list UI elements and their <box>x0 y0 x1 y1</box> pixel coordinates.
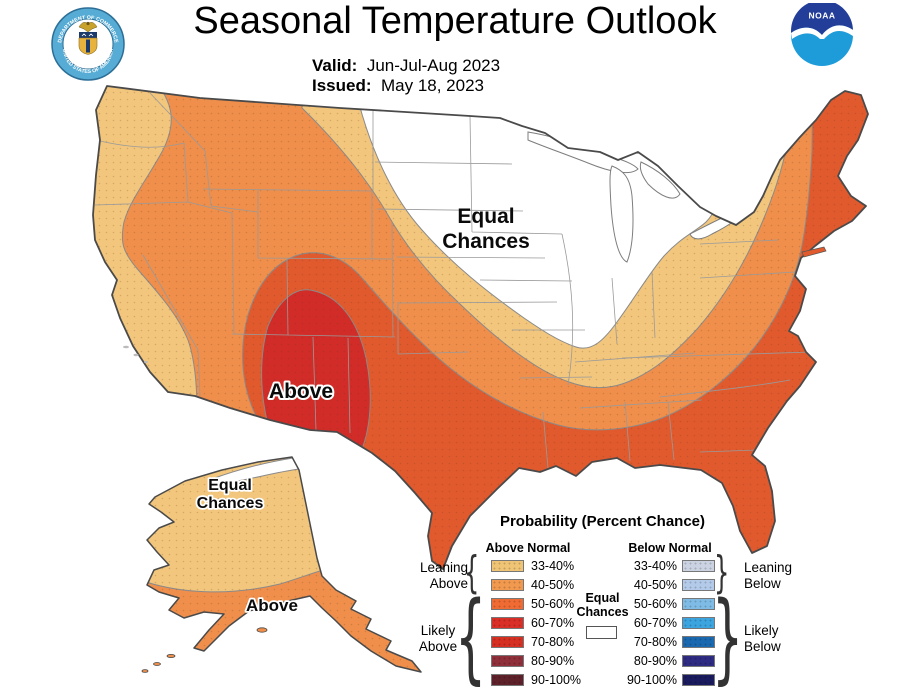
shield-icon <box>78 32 98 55</box>
seagull-icon <box>791 25 853 39</box>
dept-of-commerce-seal-icon: DEPARTMENT OF COMMERCE UNITED STATES OF … <box>51 7 125 81</box>
channel-islands <box>123 345 148 363</box>
map-label-equal-chances-line1: Equal <box>457 205 514 228</box>
eagle-icon <box>78 21 98 33</box>
alaska-label-above: Above <box>246 596 298 615</box>
noaa-logo-icon: NOAA <box>791 3 853 66</box>
valid-value: Jun-Jul-Aug 2023 <box>366 56 501 75</box>
issued-line: Issued: May 18, 2023 <box>312 76 500 96</box>
lower48-outline <box>92 85 869 570</box>
valid-line: Valid: Jun-Jul-Aug 2023 <box>312 56 500 76</box>
aleutian-islands <box>141 627 268 673</box>
issued-label: Issued: <box>312 76 372 95</box>
page-title: Seasonal Temperature Outlook <box>193 0 717 42</box>
noaa-logo-text: NOAA <box>808 11 835 21</box>
issued-value: May 18, 2023 <box>380 76 484 95</box>
map-label-above: Above <box>269 380 333 403</box>
map-label-equal-chances-line2: Chances <box>442 230 530 253</box>
alaska-outline <box>146 456 422 673</box>
long-island <box>801 246 827 258</box>
alaska-label-equal-line2: Chances <box>197 495 264 512</box>
state-boundaries <box>94 92 813 469</box>
valid-label: Valid: <box>312 56 358 75</box>
alaska-label-equal-line1: Equal <box>208 477 252 494</box>
issuance-info: Valid: Jun-Jul-Aug 2023 Issued: May 18, … <box>312 56 500 96</box>
